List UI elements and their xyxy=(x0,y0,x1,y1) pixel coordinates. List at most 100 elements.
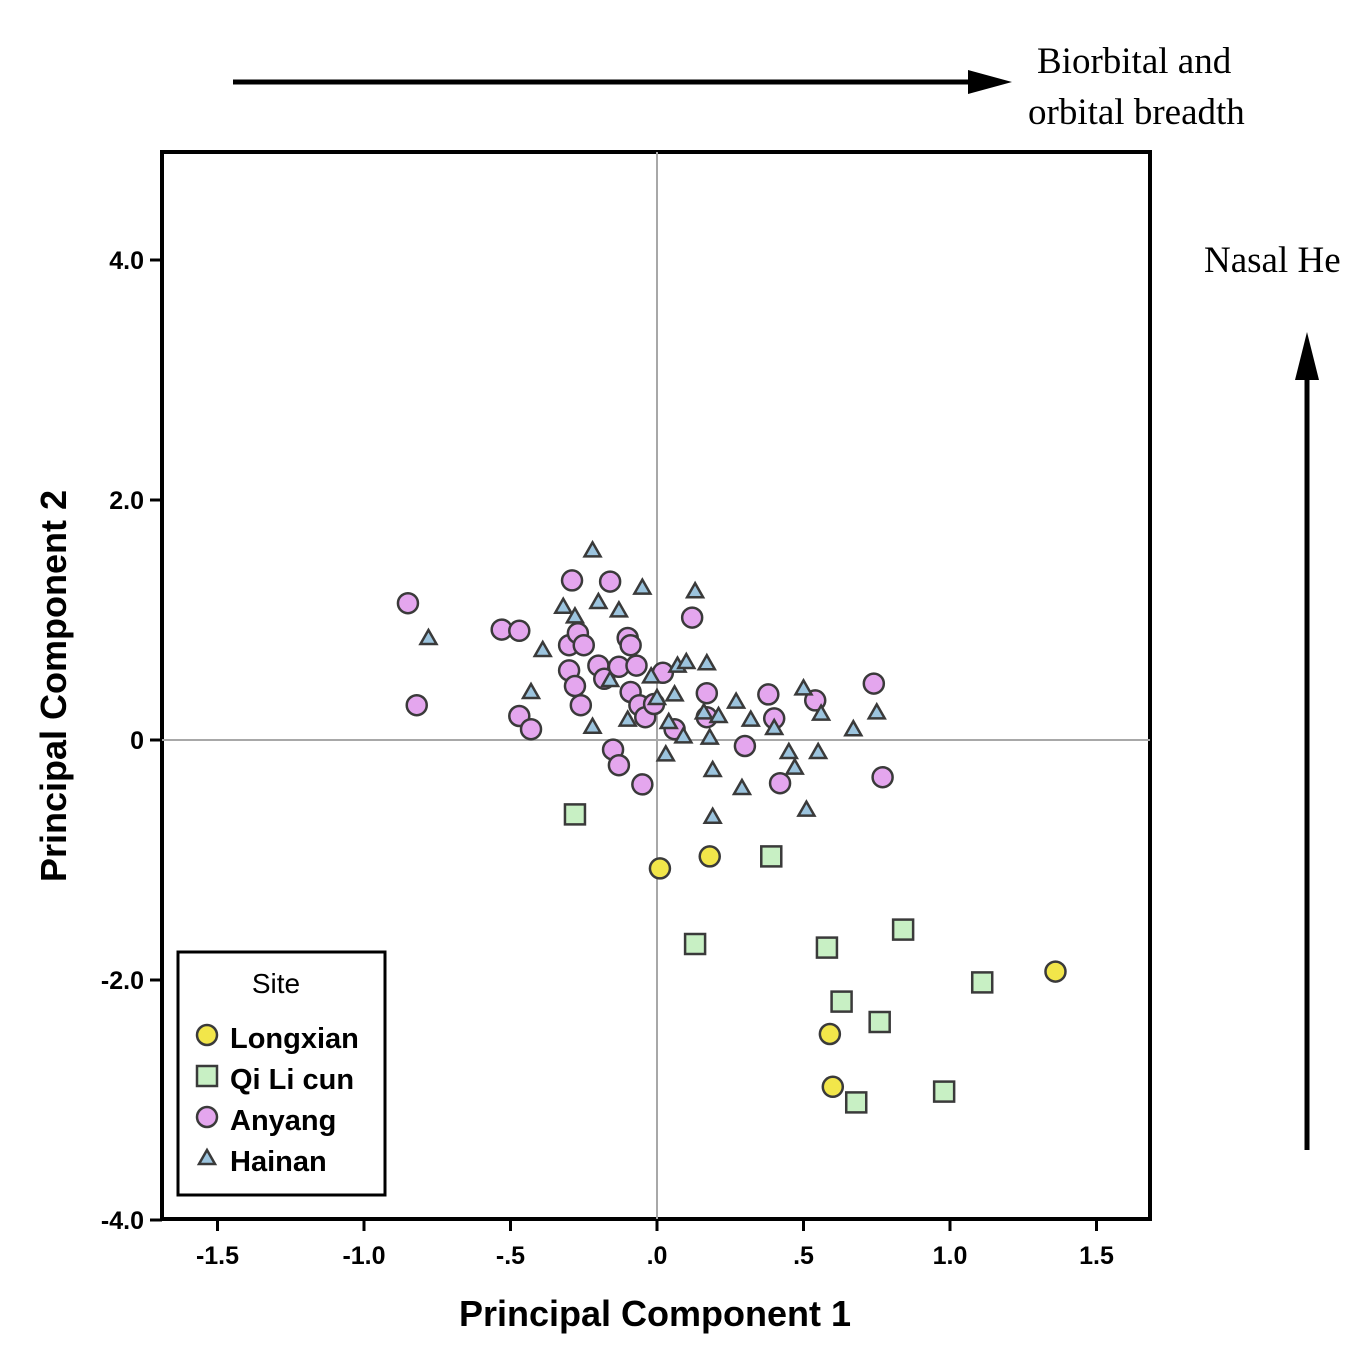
point-hainan-32 xyxy=(807,741,829,760)
x-axis-ticks: -1.5 -1.0 -.5 .0 .5 1.0 1.5 xyxy=(196,1219,1114,1270)
y-tick-label-0: 4.0 xyxy=(109,247,144,275)
point-hainan-20 xyxy=(699,727,720,745)
top-arrow-head xyxy=(968,70,1012,94)
x-tick-label-1: -1.0 xyxy=(342,1242,385,1270)
x-tick-label-0: -1.5 xyxy=(196,1242,239,1270)
legend-label-hainan: Hainan xyxy=(230,1146,327,1178)
point-hainan-37 xyxy=(658,711,679,730)
legend-title: Site xyxy=(252,968,300,999)
legend-label-anyang: Anyang xyxy=(230,1105,336,1137)
point-hainan-27 xyxy=(764,717,785,736)
point-qi-li-cun-6 xyxy=(891,918,915,941)
point-qi-li-cun-7 xyxy=(970,971,994,994)
point-hainan-14 xyxy=(664,683,685,702)
point-hainan-21 xyxy=(702,759,723,778)
point-anyang-5 xyxy=(519,717,543,741)
point-hainan-34 xyxy=(843,718,864,737)
point-anyang-3 xyxy=(508,619,531,643)
point-longxian-0 xyxy=(648,857,672,880)
point-hainan-33 xyxy=(810,703,832,721)
legend-marker-qi-li-cun xyxy=(195,1064,219,1088)
point-hainan-10 xyxy=(632,577,653,595)
point-anyang-36 xyxy=(862,672,886,695)
point-qi-li-cun-4 xyxy=(830,990,853,1013)
point-hainan-18 xyxy=(693,701,715,720)
point-longxian-2 xyxy=(818,1022,842,1046)
legend: Site Longxian Qi Li cun Anyang Hainan xyxy=(176,950,387,1197)
point-hainan-6 xyxy=(588,591,609,610)
point-hainan-3 xyxy=(553,596,574,615)
point-anyang-32 xyxy=(757,683,780,706)
point-hainan-29 xyxy=(784,757,805,775)
point-hainan-8 xyxy=(599,669,621,688)
point-hainan-16 xyxy=(676,651,697,670)
point-anyang-31 xyxy=(733,734,757,758)
point-anyang-37 xyxy=(871,765,894,789)
point-qi-li-cun-9 xyxy=(932,1080,956,1103)
point-qi-li-cun-0 xyxy=(563,803,587,826)
point-hainan-25 xyxy=(731,777,753,796)
point-hainan-28 xyxy=(778,741,800,760)
point-qi-li-cun-8 xyxy=(844,1091,868,1114)
point-hainan-2 xyxy=(532,639,553,658)
point-anyang-9 xyxy=(563,674,587,698)
x-tick-label-6: 1.5 xyxy=(1079,1242,1114,1270)
x-tick-label-2: -.5 xyxy=(496,1242,525,1270)
point-hainan-1 xyxy=(520,681,542,700)
point-anyang-11 xyxy=(572,633,595,657)
point-hainan-23 xyxy=(708,705,729,724)
point-hainan-30 xyxy=(793,677,814,696)
point-hainan-38 xyxy=(617,709,638,727)
legend-items: Longxian Qi Li cun Anyang Hainan xyxy=(195,1023,359,1178)
point-anyang-6 xyxy=(560,569,584,592)
point-longxian-4 xyxy=(1044,960,1067,983)
right-arrow-head xyxy=(1295,332,1319,380)
point-anyang-15 xyxy=(598,570,622,593)
point-hainan-11 xyxy=(640,665,662,684)
point-qi-li-cun-1 xyxy=(683,932,707,956)
point-hainan-24 xyxy=(725,691,747,709)
legend-marker-anyang xyxy=(195,1105,219,1129)
point-qi-li-cun-5 xyxy=(868,1010,891,1034)
point-qi-li-cun-3 xyxy=(815,936,839,959)
point-hainan-17 xyxy=(684,580,706,599)
point-hainan-7 xyxy=(582,716,603,735)
legend-marker-hainan xyxy=(196,1147,218,1166)
point-hainan-36 xyxy=(673,725,694,744)
point-anyang-24 xyxy=(631,773,654,796)
point-hainan-19 xyxy=(696,652,717,671)
top-annotation-line2: orbital breadth xyxy=(1028,92,1245,133)
point-anyang-34 xyxy=(768,771,792,795)
x-tick-label-5: 1.0 xyxy=(933,1242,968,1270)
point-anyang-17 xyxy=(607,753,631,777)
x-axis-title: Principal Component 1 xyxy=(459,1293,851,1334)
point-anyang-1 xyxy=(405,693,428,717)
legend-label-qi-li-cun: Qi Li cun xyxy=(230,1064,354,1096)
x-tick-label-3: .0 xyxy=(647,1242,668,1270)
point-hainan-0 xyxy=(418,627,439,646)
data-points xyxy=(396,539,1067,1114)
y-tick-label-1: 2.0 xyxy=(109,487,144,515)
y-tick-label-3: -2.0 xyxy=(101,967,144,995)
point-hainan-31 xyxy=(796,799,817,817)
point-hainan-26 xyxy=(740,709,761,727)
y-tick-label-4: -4.0 xyxy=(101,1207,144,1235)
legend-marker-longxian xyxy=(195,1023,219,1047)
point-qi-li-cun-2 xyxy=(760,845,783,868)
point-hainan-5 xyxy=(582,539,603,558)
point-hainan-35 xyxy=(866,701,887,720)
x-tick-label-4: .5 xyxy=(793,1242,814,1270)
point-hainan-12 xyxy=(646,687,668,706)
legend-label-longxian: Longxian xyxy=(230,1023,359,1055)
point-anyang-20 xyxy=(619,633,642,657)
point-anyang-12 xyxy=(569,693,593,717)
top-annotation-line1: Biorbital and xyxy=(1037,41,1232,82)
point-hainan-9 xyxy=(608,599,630,618)
point-longxian-1 xyxy=(698,845,721,868)
y-axis-ticks: 4.0 2.0 0 -2.0 -4.0 xyxy=(101,247,162,1235)
point-anyang-22 xyxy=(625,654,648,677)
point-anyang-28 xyxy=(680,606,704,629)
right-annotation: Nasal He xyxy=(1204,240,1341,281)
point-longxian-3 xyxy=(821,1075,845,1099)
point-anyang-0 xyxy=(396,591,420,615)
